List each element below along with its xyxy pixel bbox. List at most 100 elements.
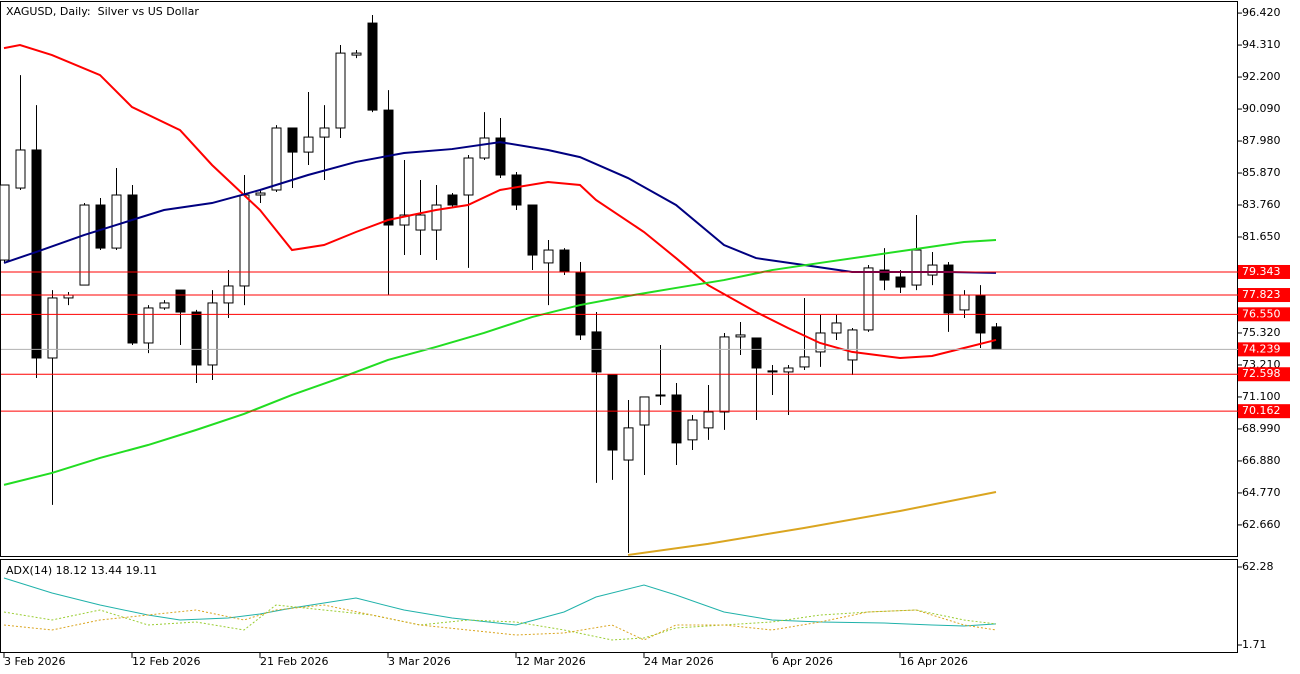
y-tick-label: 81.650 (1242, 230, 1281, 243)
candle-body (191, 311, 202, 366)
candle-body (671, 394, 682, 444)
candle-body (79, 204, 90, 286)
candle-body (399, 214, 410, 226)
price-level-label: 72.598 (1242, 367, 1281, 380)
x-tick-label: 3 Feb 2026 (4, 655, 65, 668)
candle-body (447, 194, 458, 206)
candle-body (383, 109, 394, 226)
candle-body (159, 302, 170, 309)
x-tick-label: 3 Mar 2026 (388, 655, 451, 668)
indicator-title: ADX(14) 18.12 13.44 19.11 (6, 564, 157, 577)
price-level-label: 70.162 (1242, 404, 1281, 417)
chart-title: XAGUSD, Daily: Silver vs US Dollar (6, 5, 199, 18)
candle-body (559, 249, 570, 273)
candle-body (895, 276, 906, 288)
candle-body (0, 184, 10, 261)
candle-body (175, 289, 186, 313)
x-tick-label: 12 Feb 2026 (132, 655, 200, 668)
price-level-tag (1238, 404, 1290, 419)
x-tick-label: 24 Mar 2026 (644, 655, 714, 668)
candle-body (111, 194, 122, 249)
candle-body (95, 204, 106, 249)
candle-body (799, 356, 810, 368)
candle-body (415, 214, 426, 231)
y-tick-label: 62.28 (1242, 560, 1274, 573)
price-level-tag (1238, 342, 1290, 357)
x-tick-label: 21 Feb 2026 (260, 655, 328, 668)
x-tick-label: 12 Mar 2026 (516, 655, 586, 668)
moving-average (3, 44, 997, 359)
moving-average (3, 239, 997, 486)
candle-body (495, 137, 506, 176)
candle-body (351, 52, 362, 56)
y-tick-label: 85.870 (1242, 166, 1281, 179)
candle-body (223, 285, 234, 304)
candle-body (127, 194, 138, 344)
indicator-line (3, 604, 997, 641)
candle-body (511, 174, 522, 206)
candle-body (703, 411, 714, 429)
candle-body (927, 264, 938, 276)
indicator-line (3, 604, 997, 641)
candle-body (735, 334, 746, 338)
candle-body (751, 337, 762, 369)
candle-body (591, 331, 602, 373)
candle-body (911, 249, 922, 286)
y-tick-label: 71.100 (1242, 390, 1281, 403)
candle-body (367, 22, 378, 111)
candle-body (255, 192, 266, 196)
price-level-label: 77.823 (1242, 288, 1281, 301)
candle-body (303, 136, 314, 153)
candle-body (31, 149, 42, 359)
y-tick-label: 1.71 (1242, 638, 1267, 651)
price-level-tag (1238, 307, 1290, 322)
y-tick-label: 83.760 (1242, 198, 1281, 211)
candle-body (767, 370, 778, 373)
candle-body (879, 269, 890, 281)
price-level-tag (1238, 367, 1290, 382)
candle-body (207, 302, 218, 366)
candle-body (783, 367, 794, 373)
price-pane (0, 1, 1238, 557)
candle-body (655, 394, 666, 397)
indicator-pane (0, 559, 1238, 653)
price-level-label: 79.343 (1242, 265, 1281, 278)
price-level-label: 74.239 (1242, 342, 1281, 355)
candle-body (479, 137, 490, 159)
y-tick-label: 62.660 (1242, 518, 1281, 531)
indicator-line (3, 577, 997, 627)
candle-body (287, 127, 298, 153)
candle-body (847, 329, 858, 361)
candle-body (335, 52, 346, 129)
y-tick-label: 94.310 (1242, 38, 1281, 51)
candle-body (47, 297, 58, 359)
candle-body (959, 294, 970, 311)
y-tick-label: 68.990 (1242, 422, 1281, 435)
x-tick-label: 16 Apr 2026 (900, 655, 968, 668)
y-tick-label: 96.420 (1242, 6, 1281, 19)
candle-body (15, 149, 26, 189)
price-level-tag (1238, 264, 1290, 279)
candle-body (271, 127, 282, 191)
candle-body (623, 427, 634, 461)
y-tick-label: 90.090 (1242, 102, 1281, 115)
y-tick-label: 87.980 (1242, 134, 1281, 147)
y-tick-label: 66.880 (1242, 454, 1281, 467)
candle-body (431, 204, 442, 231)
price-level-label: 76.550 (1242, 307, 1281, 320)
candle-body (687, 419, 698, 441)
x-tick-label: 6 Apr 2026 (772, 655, 833, 668)
price-level-tag (1238, 288, 1290, 303)
candle-body (607, 374, 618, 451)
candle-body (527, 204, 538, 256)
candle-body (143, 307, 154, 344)
y-tick-label: 75.320 (1242, 326, 1281, 339)
moving-average (3, 141, 997, 274)
candle-body (319, 127, 330, 138)
candle-body (543, 249, 554, 264)
candle-body (463, 157, 474, 196)
candle-body (863, 267, 874, 331)
candle-body (831, 322, 842, 334)
